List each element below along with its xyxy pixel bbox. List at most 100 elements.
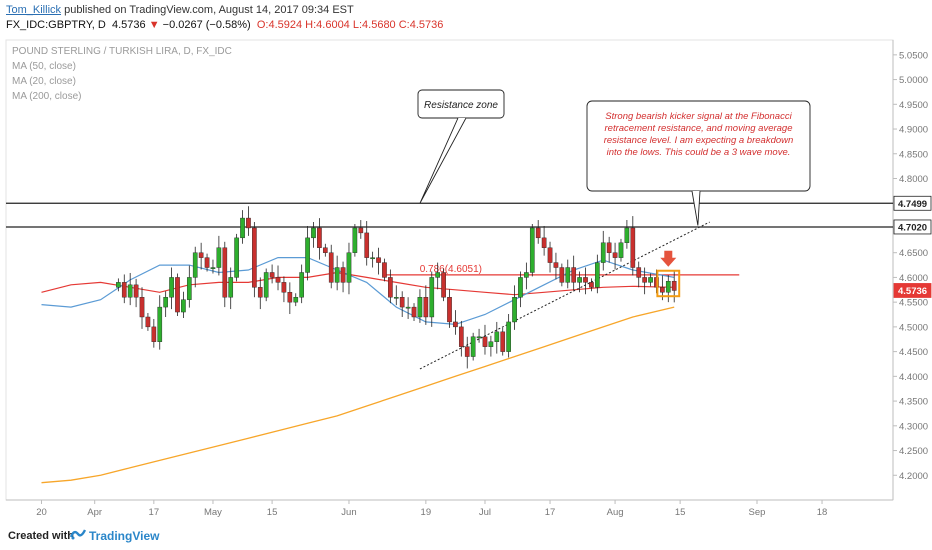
ticker-info: FX_IDC:GBPTRY, D 4.5736 ▼ −0.0267 (−0.58…	[6, 19, 443, 31]
candle-body	[488, 341, 494, 347]
candle	[476, 328, 482, 343]
x-tick-label: 17	[545, 507, 556, 518]
candle	[175, 273, 180, 316]
candle	[388, 269, 393, 304]
candle	[453, 310, 458, 335]
price-axis-label: 4.7499	[898, 199, 927, 210]
candle-body	[482, 336, 488, 347]
candle	[606, 236, 612, 263]
candle	[275, 265, 281, 291]
candle-body	[630, 227, 636, 268]
y-tick-label: 4.6500	[899, 248, 928, 259]
candle	[559, 263, 565, 287]
candle-body	[305, 237, 310, 273]
candle	[612, 242, 618, 270]
candle-body	[618, 242, 624, 258]
candle	[157, 295, 163, 350]
candle	[494, 321, 500, 354]
price-axis-label-box	[893, 283, 932, 298]
legend-item: MA (50, close)	[12, 61, 76, 72]
candle	[589, 278, 594, 292]
candle-body	[411, 306, 417, 318]
candle	[352, 224, 358, 257]
candle	[393, 285, 399, 306]
candle-body	[139, 297, 145, 318]
publish-info: Tom_Killick published on TradingView.com…	[6, 4, 354, 16]
symbol: FX_IDC:GBPTRY, D	[6, 19, 106, 31]
candle	[133, 278, 139, 308]
candle	[435, 262, 441, 290]
candle-body	[435, 272, 441, 278]
down-arrow-icon: ▼	[148, 19, 160, 31]
price-chart[interactable]: 5.05005.00004.95004.90004.85004.80004.75…	[0, 34, 932, 518]
candle-body	[464, 346, 470, 357]
candle-body	[121, 282, 127, 298]
ma50-line	[41, 271, 675, 296]
candle-body	[447, 297, 452, 323]
candle-body	[287, 292, 293, 303]
y-tick-label: 4.5000	[899, 322, 928, 333]
candle	[163, 291, 168, 317]
note-callout-text: retracement resistance, and moving avera…	[605, 123, 793, 134]
candle	[577, 271, 582, 293]
candle	[618, 238, 624, 262]
candle-body	[317, 227, 322, 248]
candle	[340, 261, 346, 293]
candle-body	[577, 277, 582, 283]
resistance-callout-pointer	[419, 117, 467, 204]
y-tick-label: 4.6000	[899, 273, 928, 284]
candle-body	[553, 262, 559, 268]
candle-body	[352, 227, 358, 253]
candle-body	[470, 336, 476, 357]
y-tick-label: 4.3000	[899, 421, 928, 432]
candle	[624, 220, 630, 249]
candle	[121, 274, 127, 304]
candle-body	[281, 282, 287, 293]
candle	[358, 220, 364, 239]
candle-body	[334, 267, 340, 283]
price-axis-label: 4.5736	[898, 286, 927, 297]
x-tick-label: 19	[421, 507, 432, 518]
candle	[642, 267, 647, 295]
candle-body	[583, 277, 588, 283]
candle-body	[322, 247, 328, 253]
candle-body	[186, 277, 192, 300]
candle-body	[559, 267, 565, 283]
candle-body	[145, 316, 151, 328]
candle	[423, 285, 429, 325]
candle-body	[541, 237, 547, 248]
candle-body	[116, 282, 121, 288]
tradingview-brand[interactable]: TradingView	[89, 529, 160, 543]
author-link[interactable]: Tom_Killick	[6, 4, 62, 16]
candle-body	[441, 272, 446, 298]
candle-body	[600, 242, 606, 263]
candle-body	[642, 277, 647, 283]
candle	[665, 275, 671, 303]
candle	[246, 206, 251, 236]
note-callout-text: resistance level. I am expecting a break…	[604, 135, 794, 146]
y-tick-label: 4.8000	[899, 174, 928, 185]
candle	[376, 247, 381, 275]
candle	[500, 327, 506, 356]
candle	[263, 268, 269, 302]
candle-body	[388, 277, 393, 298]
candle-body	[133, 284, 139, 298]
candle-body	[512, 297, 517, 323]
candle-body	[210, 267, 216, 269]
candle	[429, 271, 435, 327]
x-tick-label: 18	[817, 507, 828, 518]
candle	[252, 222, 257, 298]
candle	[287, 282, 293, 315]
candle-body	[181, 299, 186, 313]
candle	[547, 241, 553, 273]
candle	[216, 235, 222, 276]
y-tick-label: 5.0500	[899, 50, 928, 61]
candle	[411, 303, 417, 321]
candle-body	[524, 272, 529, 278]
last-price: 4.5736	[111, 19, 146, 31]
published-text: published on TradingView.com, August 14,…	[64, 4, 354, 16]
x-tick-label: 20	[36, 507, 47, 518]
candle	[269, 264, 275, 284]
candle	[116, 278, 121, 292]
x-tick-label: Jul	[479, 507, 491, 518]
